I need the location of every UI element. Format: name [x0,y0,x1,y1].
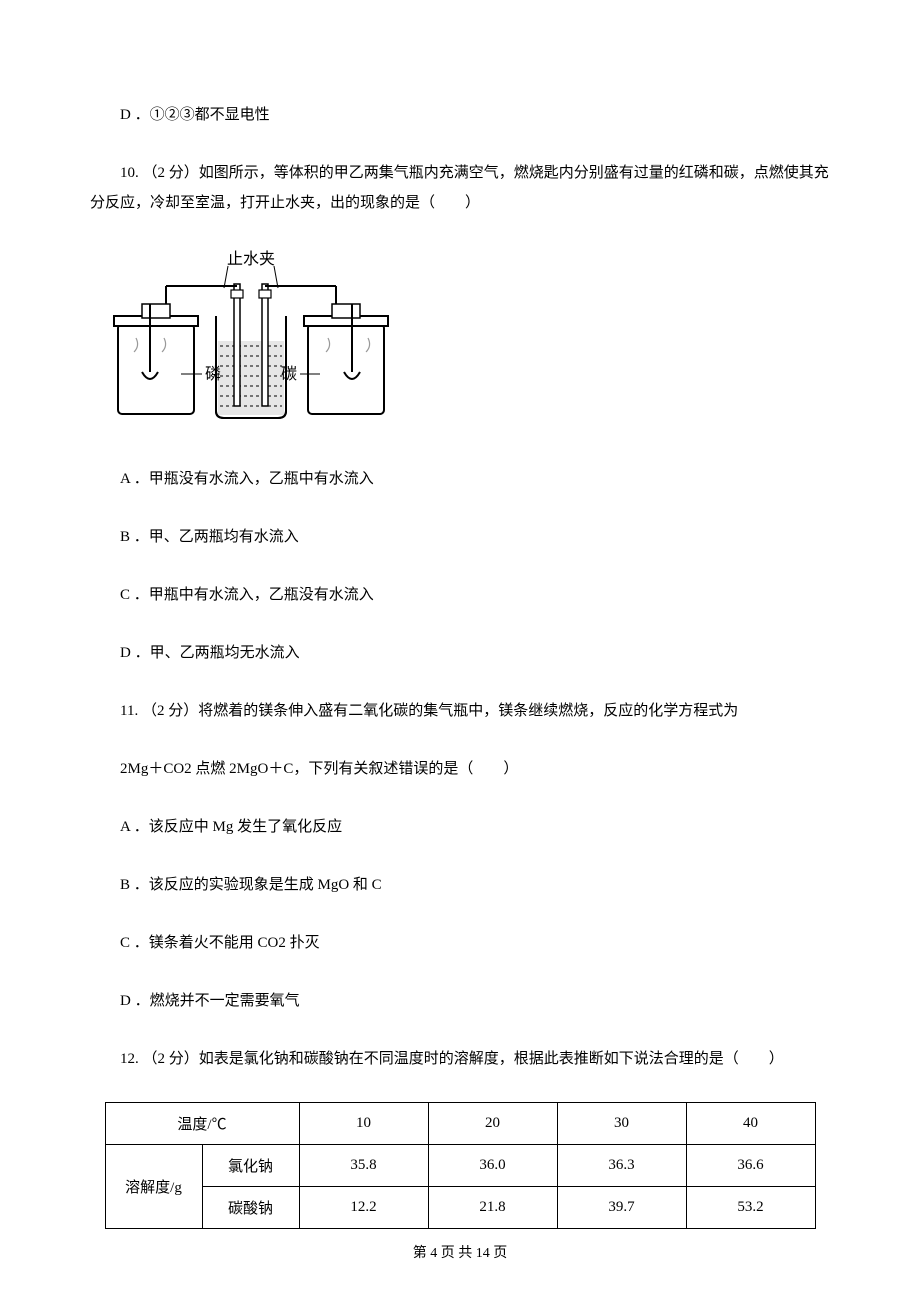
q12-stem: 12. （2 分）如表是氯化钠和碳酸钠在不同温度时的溶解度，根据此表推断如下说法… [90,1044,830,1074]
q10-option-d: D ．甲、乙两瓶均无水流入 [90,638,830,668]
q10-figure: 止水夹 [90,246,830,436]
table-cell: 碳酸钠 [202,1187,299,1229]
clip-label: 止水夹 [227,250,275,268]
table-row: 温度/℃ 10 20 30 40 [105,1103,815,1145]
q11-option-b: B ．该反应的实验现象是生成 MgO 和 C [90,870,830,900]
table-header-temp: 温度/℃ [105,1103,299,1145]
table-header-10: 10 [299,1103,428,1145]
table-cell: 36.3 [557,1145,686,1187]
table-header-40: 40 [686,1103,815,1145]
table-cell: 氯化钠 [202,1145,299,1187]
q11-option-d: D ．燃烧并不一定需要氧气 [90,986,830,1016]
page-footer: 第 4 页 共 14 页 [0,1242,920,1262]
q11-equation: 2Mg＋CO2 点燃 2MgO＋C，下列有关叙述错误的是（ ） [90,754,830,784]
q10-option-b: B ．甲、乙两瓶均有水流入 [90,522,830,552]
left-jar-label: 磷 [205,365,221,383]
table-cell: 53.2 [686,1187,815,1229]
table-header-30: 30 [557,1103,686,1145]
q11-stem: 11. （2 分）将燃着的镁条伸入盛有二氧化碳的集气瓶中，镁条继续燃烧，反应的化… [90,696,830,726]
q10-option-c: C ．甲瓶中有水流入，乙瓶没有水流入 [90,580,830,610]
solubility-table: 温度/℃ 10 20 30 40 溶解度/g 氯化钠 35.8 36.0 36.… [105,1102,816,1229]
table-header-20: 20 [428,1103,557,1145]
table-rowlabel: 溶解度/g [105,1145,202,1229]
table-cell: 21.8 [428,1187,557,1229]
table-cell: 39.7 [557,1187,686,1229]
q10-option-a: A ．甲瓶没有水流入，乙瓶中有水流入 [90,464,830,494]
q9-option-d: D ．①②③都不显电性 [90,100,830,130]
right-jar [300,286,388,414]
table-row: 溶解度/g 氯化钠 35.8 36.0 36.3 36.6 [105,1145,815,1187]
right-jar-label: 碳 [281,365,297,383]
table-row: 碳酸钠 12.2 21.8 39.7 53.2 [105,1187,815,1229]
table-cell: 12.2 [299,1187,428,1229]
table-cell: 35.8 [299,1145,428,1187]
apparatus-diagram: 止水夹 [106,246,396,436]
q11-option-c: C ．镁条着火不能用 CO2 扑灭 [90,928,830,958]
q10-stem: 10. （2 分）如图所示，等体积的甲乙两集气瓶内充满空气，燃烧匙内分别盛有过量… [90,158,830,218]
left-jar [114,286,202,414]
table-cell: 36.6 [686,1145,815,1187]
q11-option-a: A ．该反应中 Mg 发生了氧化反应 [90,812,830,842]
table-cell: 36.0 [428,1145,557,1187]
